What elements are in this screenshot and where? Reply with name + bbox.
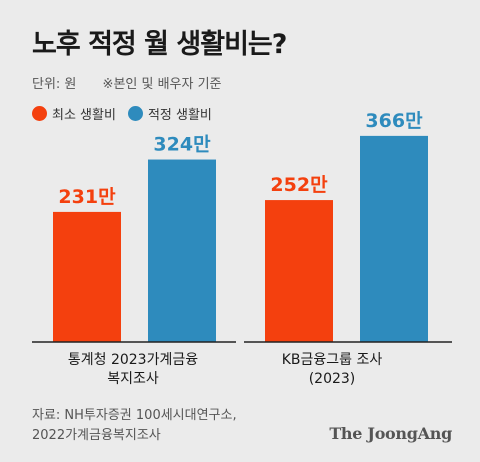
legend-swatch-adequate: [127, 106, 143, 121]
publisher-logo: The JoongAng: [329, 424, 452, 443]
category-label-0-line-1: 복지조사: [107, 371, 159, 387]
legend-item-min: 최소 생활비: [32, 104, 116, 123]
source-note: 자료: NH투자증권 100세시대연구소, 2022가계금융복지조사: [32, 406, 237, 446]
unit-label: 단위: 원: [32, 77, 77, 92]
source-line-1: 자료: NH투자증권 100세시대연구소,: [32, 408, 237, 423]
data-label-min-0: 231만: [58, 186, 116, 208]
bar-min-0: [53, 211, 121, 342]
unit-row: 단위: 원 ※본인 및 배우자 기준: [32, 73, 222, 92]
legend-label-min: 최소 생활비: [52, 108, 116, 123]
legend: 최소 생활비 적정 생활비: [32, 104, 224, 123]
data-label-min-1: 252만: [270, 174, 328, 196]
data-label-adequate-1: 366만: [365, 110, 423, 132]
category-label-0-line-0: 통계청 2023가계금융: [68, 352, 198, 368]
chart-title: 노후 적정 월 생활비는?: [32, 29, 287, 60]
data-label-adequate-0: 324만: [153, 134, 211, 156]
bar-min-1: [265, 200, 333, 342]
source-line-2: 2022가계금융복지조사: [32, 428, 161, 443]
category-label-1-line-1: (2023): [309, 371, 356, 387]
basis-note: ※본인 및 배우자 기준: [102, 77, 222, 92]
bar-adequate-1: [360, 135, 428, 342]
legend-swatch-min: [32, 106, 47, 121]
category-label-1-line-0: KB금융그룹 조사: [282, 352, 383, 368]
bar-adequate-0: [148, 159, 216, 342]
legend-label-adequate: 적정 생활비: [147, 108, 212, 123]
legend-item-adequate: 적정 생활비: [127, 104, 212, 123]
